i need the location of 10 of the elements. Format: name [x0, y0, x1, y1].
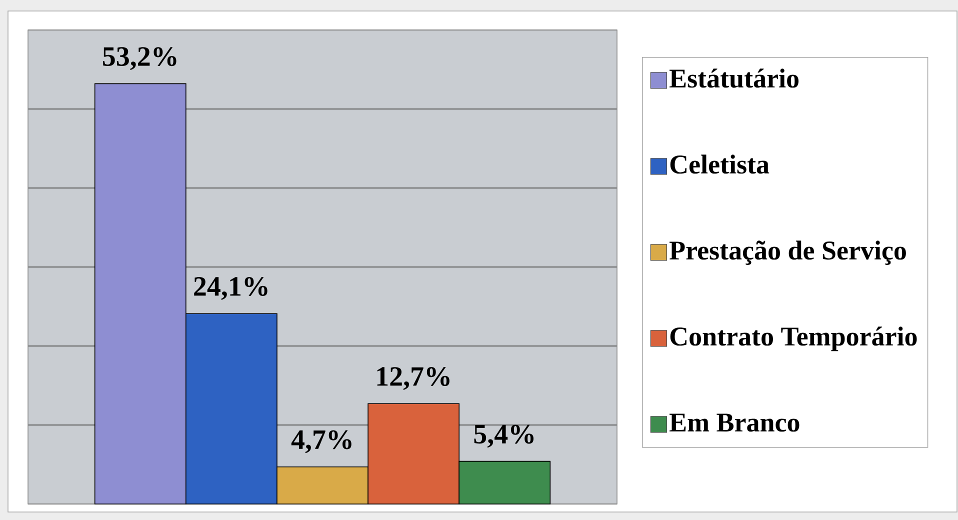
legend-label: Celetista — [670, 154, 770, 174]
legend-label: Estátutário — [670, 68, 799, 88]
data-label: 12,7% — [377, 367, 450, 390]
data-label: 24,1% — [194, 276, 268, 300]
data-label: 5,4% — [474, 424, 534, 448]
legend-label: Contrato Temporário — [670, 326, 917, 352]
legend-label: Prestação de Serviço — [670, 240, 906, 265]
legend-label: Em Branco — [670, 414, 800, 432]
data-label: 4,7% — [291, 430, 352, 454]
data-label: 53,2% — [103, 47, 176, 70]
